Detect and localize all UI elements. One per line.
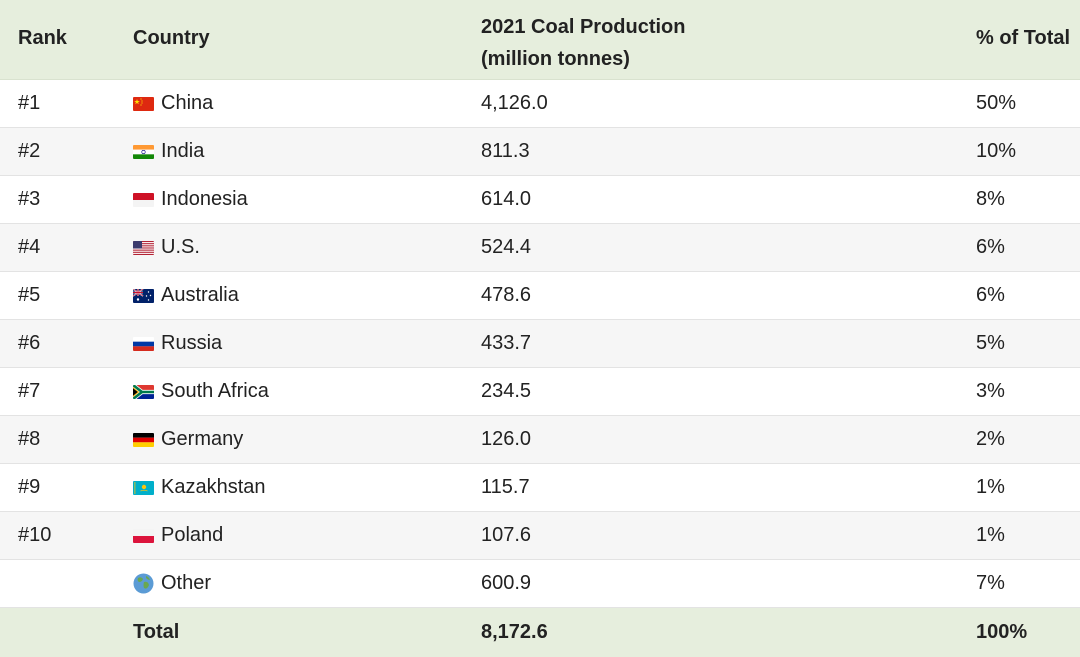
country-cell: Indonesia <box>133 176 248 223</box>
country-cell: Kazakhstan <box>133 464 266 511</box>
rank-cell: #4 <box>18 236 41 258</box>
table-row: #5 Australia 478.6 6% <box>0 272 1080 320</box>
percent-cell: 5% <box>976 332 1005 354</box>
header-percent: % of Total <box>976 27 1071 49</box>
china-flag-icon <box>133 96 154 111</box>
total-row: Total 8,172.6 100% <box>0 608 1080 657</box>
us-flag-icon <box>133 240 154 255</box>
rank-cell: #5 <box>18 284 41 306</box>
table-row: #8 Germany 126.0 2% <box>0 416 1080 464</box>
country-name: Kazakhstan <box>161 476 266 498</box>
table-row: #7 South Africa 234.5 3% <box>0 368 1080 416</box>
table-row: #1 China 4,126.0 50% <box>0 80 1080 128</box>
table-row: #4 U.S. 524.4 6% <box>0 224 1080 272</box>
russia-flag-icon <box>133 336 154 351</box>
production-cell: 433.7 <box>481 332 532 354</box>
poland-flag-icon <box>133 528 154 543</box>
country-cell: South Africa <box>133 368 269 415</box>
country-cell: Other <box>133 560 211 607</box>
rank-cell: #1 <box>18 92 41 114</box>
rank-cell: #3 <box>18 188 41 210</box>
country-name: South Africa <box>161 380 269 402</box>
kazakhstan-flag-icon <box>133 480 154 495</box>
rank-cell: #8 <box>18 428 41 450</box>
country-cell: Russia <box>133 320 222 367</box>
production-cell: 614.0 <box>481 188 532 210</box>
country-name: U.S. <box>161 236 200 258</box>
header-rank: Rank <box>18 27 67 49</box>
production-cell: 234.5 <box>481 380 532 402</box>
production-cell: 107.6 <box>481 524 532 546</box>
table-row: #2 India 811.3 10% <box>0 128 1080 176</box>
table-row: #10 Poland 107.6 1% <box>0 512 1080 560</box>
header-production: 2021 Coal Production (million tonnes) <box>481 11 686 75</box>
header-production-line1: 2021 Coal Production <box>481 16 686 38</box>
header-country: Country <box>133 27 210 49</box>
country-cell: Germany <box>133 416 243 463</box>
country-name: Poland <box>161 524 224 546</box>
percent-cell: 7% <box>976 572 1005 594</box>
percent-cell: 6% <box>976 284 1005 306</box>
production-cell: 524.4 <box>481 236 532 258</box>
country-name: Other <box>161 572 212 594</box>
table-row: #6 Russia 433.7 5% <box>0 320 1080 368</box>
production-cell: 126.0 <box>481 428 532 450</box>
percent-cell: 1% <box>976 524 1005 546</box>
total-percent: 100% <box>976 621 1028 643</box>
production-cell: 600.9 <box>481 572 532 594</box>
percent-cell: 50% <box>976 92 1017 114</box>
total-label: Total <box>133 621 180 643</box>
table-header: Rank Country 2021 Coal Production (milli… <box>0 0 1080 80</box>
rank-cell: #10 <box>18 524 52 546</box>
indonesia-flag-icon <box>133 192 154 207</box>
percent-cell: 1% <box>976 476 1005 498</box>
country-cell: U.S. <box>133 224 200 271</box>
country-cell: Poland <box>133 512 223 559</box>
country-cell: India <box>133 128 204 175</box>
country-cell: Australia <box>133 272 239 319</box>
rank-cell: #9 <box>18 476 41 498</box>
rank-cell: #7 <box>18 380 41 402</box>
production-cell: 4,126.0 <box>481 92 548 114</box>
table-row: #9 Kazakhstan 115.7 1% <box>0 464 1080 512</box>
percent-cell: 10% <box>976 140 1017 162</box>
country-name: Indonesia <box>161 188 248 210</box>
globe-icon <box>133 573 154 594</box>
germany-flag-icon <box>133 432 154 447</box>
production-cell: 478.6 <box>481 284 532 306</box>
country-name: Russia <box>161 332 223 354</box>
rank-cell: #2 <box>18 140 41 162</box>
percent-cell: 6% <box>976 236 1005 258</box>
percent-cell: 2% <box>976 428 1005 450</box>
australia-flag-icon <box>133 288 154 303</box>
total-production: 8,172.6 <box>481 621 548 643</box>
header-production-line2: (million tonnes) <box>481 48 630 70</box>
country-name: China <box>161 92 214 114</box>
production-cell: 811.3 <box>481 140 530 162</box>
table-row: Other 600.9 7% <box>0 560 1080 608</box>
rank-cell: #6 <box>18 332 41 354</box>
south-africa-flag-icon <box>133 384 154 399</box>
table-body: #1 China 4,126.0 50% #2 India 811.3 10% #3 Indone… <box>0 80 1080 608</box>
country-name: Australia <box>161 284 239 306</box>
percent-cell: 3% <box>976 380 1005 402</box>
country-name: Germany <box>161 428 244 450</box>
percent-cell: 8% <box>976 188 1005 210</box>
india-flag-icon <box>133 144 154 159</box>
production-cell: 115.7 <box>481 476 530 498</box>
table-row: #3 Indonesia 614.0 8% <box>0 176 1080 224</box>
country-name: India <box>161 140 205 162</box>
country-cell: China <box>133 80 213 127</box>
